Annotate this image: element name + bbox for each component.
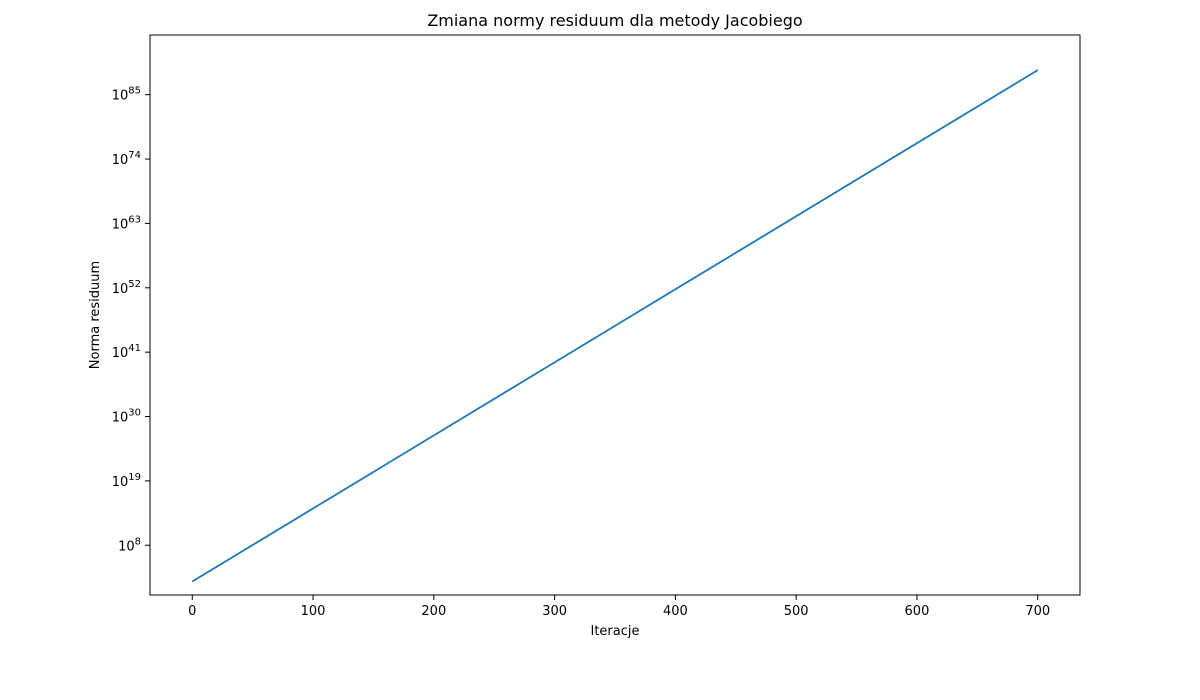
plot-frame — [149, 34, 1081, 596]
y-tick-label: 1041 — [112, 343, 141, 361]
series-layer — [191, 69, 1039, 583]
y-tick-label: 1019 — [112, 472, 141, 490]
series-line-0 — [191, 69, 1039, 583]
x-tick-label: 700 — [1025, 604, 1050, 619]
plot-area — [150, 35, 1080, 595]
y-tick-label: 1074 — [112, 150, 141, 168]
y-tick-label: 1052 — [112, 279, 141, 297]
y-tick-label: 1063 — [112, 214, 141, 232]
y-axis-ticks: 108 1019 1030 1041 1052 1063 1074 1085 — [112, 86, 150, 554]
x-tick-label: 200 — [421, 604, 446, 619]
x-axis-ticks: 0 100 200 300 400 500 600 700 — [188, 595, 1050, 619]
x-axis-label: Iteracje — [591, 624, 640, 639]
chart-title: Zmiana normy residuum dla metody Jacobie… — [427, 11, 802, 30]
y-tick-label: 1085 — [112, 86, 141, 104]
x-tick-label: 0 — [188, 604, 196, 619]
x-tick-label: 100 — [301, 604, 326, 619]
y-axis-label: Norma residuum — [88, 261, 103, 369]
x-tick-label: 300 — [542, 604, 567, 619]
y-tick-label: 108 — [118, 536, 141, 554]
x-tick-label: 500 — [784, 604, 809, 619]
x-tick-label: 400 — [663, 604, 688, 619]
x-tick-label: 600 — [905, 604, 930, 619]
y-tick-label: 1030 — [112, 408, 141, 426]
